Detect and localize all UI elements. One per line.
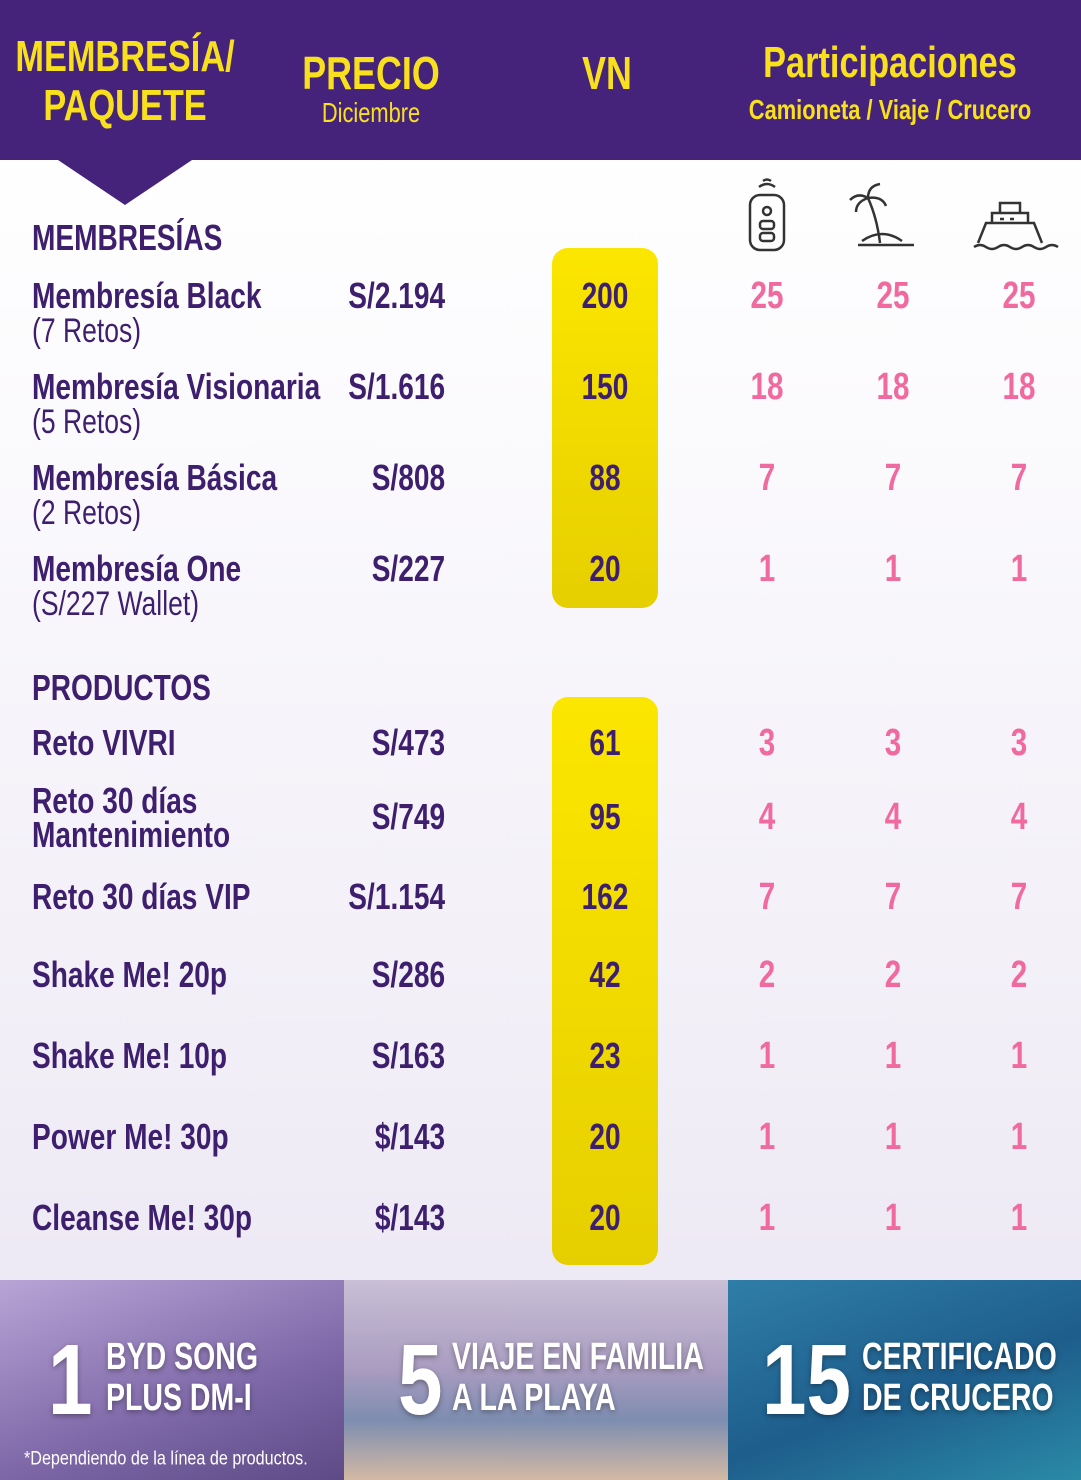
row-price: S/286	[371, 954, 445, 995]
prize-cruise-panel	[728, 1280, 1081, 1480]
row-entries: 7	[1010, 457, 1028, 499]
row-sub: (5 Retos)	[32, 403, 142, 441]
row-entries: 7	[758, 876, 776, 918]
row-vn: 20	[589, 1197, 621, 1238]
row-price: $/143	[374, 1197, 445, 1238]
row-sub: (S/227 Wallet)	[32, 585, 200, 623]
row-name: Reto 30 días	[32, 780, 198, 821]
row-entries: 1	[758, 548, 776, 590]
prize-label: CERTIFICADO	[862, 1336, 1057, 1378]
row-entries: 3	[884, 722, 902, 764]
prize-label: BYD SONG	[106, 1336, 259, 1378]
row-entries: 7	[758, 457, 776, 499]
header	[0, 0, 1081, 160]
row-entries: 1	[758, 1116, 776, 1158]
row-vn: 200	[581, 275, 629, 316]
row-vn: 61	[589, 722, 621, 763]
row-entries: 18	[750, 366, 784, 408]
vn-highlight	[552, 248, 658, 608]
row-vn: 95	[589, 796, 621, 837]
row-name: Shake Me! 10p	[32, 1035, 228, 1076]
header-price-sub: Diciembre	[321, 97, 421, 128]
prize-beach-panel	[344, 1280, 728, 1480]
row-entries: 1	[1010, 1197, 1028, 1239]
row-entries: 1	[884, 1035, 902, 1077]
prize-label: DE CRUCERO	[862, 1377, 1054, 1419]
row-name: Mantenimiento	[32, 814, 231, 855]
footnote: *Dependiendo de la línea de productos.	[24, 1448, 308, 1470]
row-entries: 1	[884, 1197, 902, 1239]
prize-car-panel	[0, 1280, 344, 1480]
row-name: Membresía Visionaria	[32, 366, 321, 407]
row-entries: 4	[884, 796, 902, 838]
header-price: PRECIO	[302, 47, 440, 99]
header-participations: Participaciones	[763, 38, 1017, 87]
row-name: Membresía Básica	[32, 457, 278, 498]
row-vn: 88	[589, 457, 621, 498]
row-entries: 7	[884, 876, 902, 918]
section-title: MEMBRESÍAS	[32, 217, 223, 258]
row-entries: 18	[876, 366, 910, 408]
row-entries: 7	[1010, 876, 1028, 918]
row-vn: 23	[589, 1035, 621, 1076]
header-package: PAQUETE	[43, 81, 207, 130]
row-vn: 162	[581, 876, 629, 917]
header-vn: VN	[582, 47, 632, 99]
row-entries: 1	[758, 1035, 776, 1077]
row-name: Membresía One	[32, 548, 242, 589]
row-vn: 42	[589, 954, 621, 995]
row-entries: 1	[1010, 1035, 1028, 1077]
row-name: Shake Me! 20p	[32, 954, 228, 995]
header-participations-sub: Camioneta / Viaje / Crucero	[748, 94, 1032, 125]
row-entries: 3	[758, 722, 776, 764]
row-entries: 18	[1002, 366, 1036, 408]
row-name: Reto VIVRI	[32, 722, 176, 763]
row-price: S/227	[371, 548, 445, 589]
header-package: MEMBRESÍA/	[15, 32, 235, 81]
row-name: Membresía Black	[32, 275, 262, 316]
prize-number: 15	[762, 1324, 851, 1436]
row-entries: 1	[758, 1197, 776, 1239]
row-entries: 1	[884, 548, 902, 590]
row-price: S/1.154	[348, 876, 445, 917]
row-sub: (2 Retos)	[32, 494, 142, 532]
header-pointer	[55, 158, 195, 205]
prize-label: A LA PLAYA	[452, 1377, 616, 1419]
row-price: $/143	[374, 1116, 445, 1157]
vn-highlight	[552, 697, 658, 1265]
row-price: S/163	[371, 1035, 445, 1076]
prize-number: 5	[398, 1324, 443, 1436]
row-vn: 20	[589, 548, 621, 589]
prize-number: 1	[48, 1324, 93, 1436]
row-entries: 4	[758, 796, 776, 838]
row-price: S/1.616	[348, 366, 445, 407]
row-name: Cleanse Me! 30p	[32, 1197, 253, 1238]
row-entries: 1	[1010, 1116, 1028, 1158]
row-entries: 1	[1010, 548, 1028, 590]
row-name: Power Me! 30p	[32, 1116, 229, 1157]
row-entries: 25	[876, 275, 910, 317]
row-entries: 2	[758, 954, 776, 996]
row-vn: 20	[589, 1116, 621, 1157]
row-name: Reto 30 días VIP	[32, 876, 251, 917]
row-entries: 4	[1010, 796, 1028, 838]
row-price: S/749	[371, 796, 445, 837]
prize-label: VIAJE EN FAMILIA	[452, 1336, 704, 1378]
row-entries: 25	[1002, 275, 1036, 317]
row-price: S/2.194	[348, 275, 445, 316]
row-entries: 2	[1010, 954, 1028, 996]
row-entries: 7	[884, 457, 902, 499]
row-entries: 25	[750, 275, 784, 317]
section-title: PRODUCTOS	[32, 667, 211, 708]
row-entries: 2	[884, 954, 902, 996]
row-price: S/808	[371, 457, 445, 498]
prize-icons	[748, 178, 1059, 252]
row-vn: 150	[581, 366, 629, 407]
row-sub: (7 Retos)	[32, 312, 142, 350]
row-entries: 3	[1010, 722, 1028, 764]
row-entries: 1	[884, 1116, 902, 1158]
row-price: S/473	[371, 722, 445, 763]
prize-label: PLUS DM-I	[106, 1377, 252, 1419]
